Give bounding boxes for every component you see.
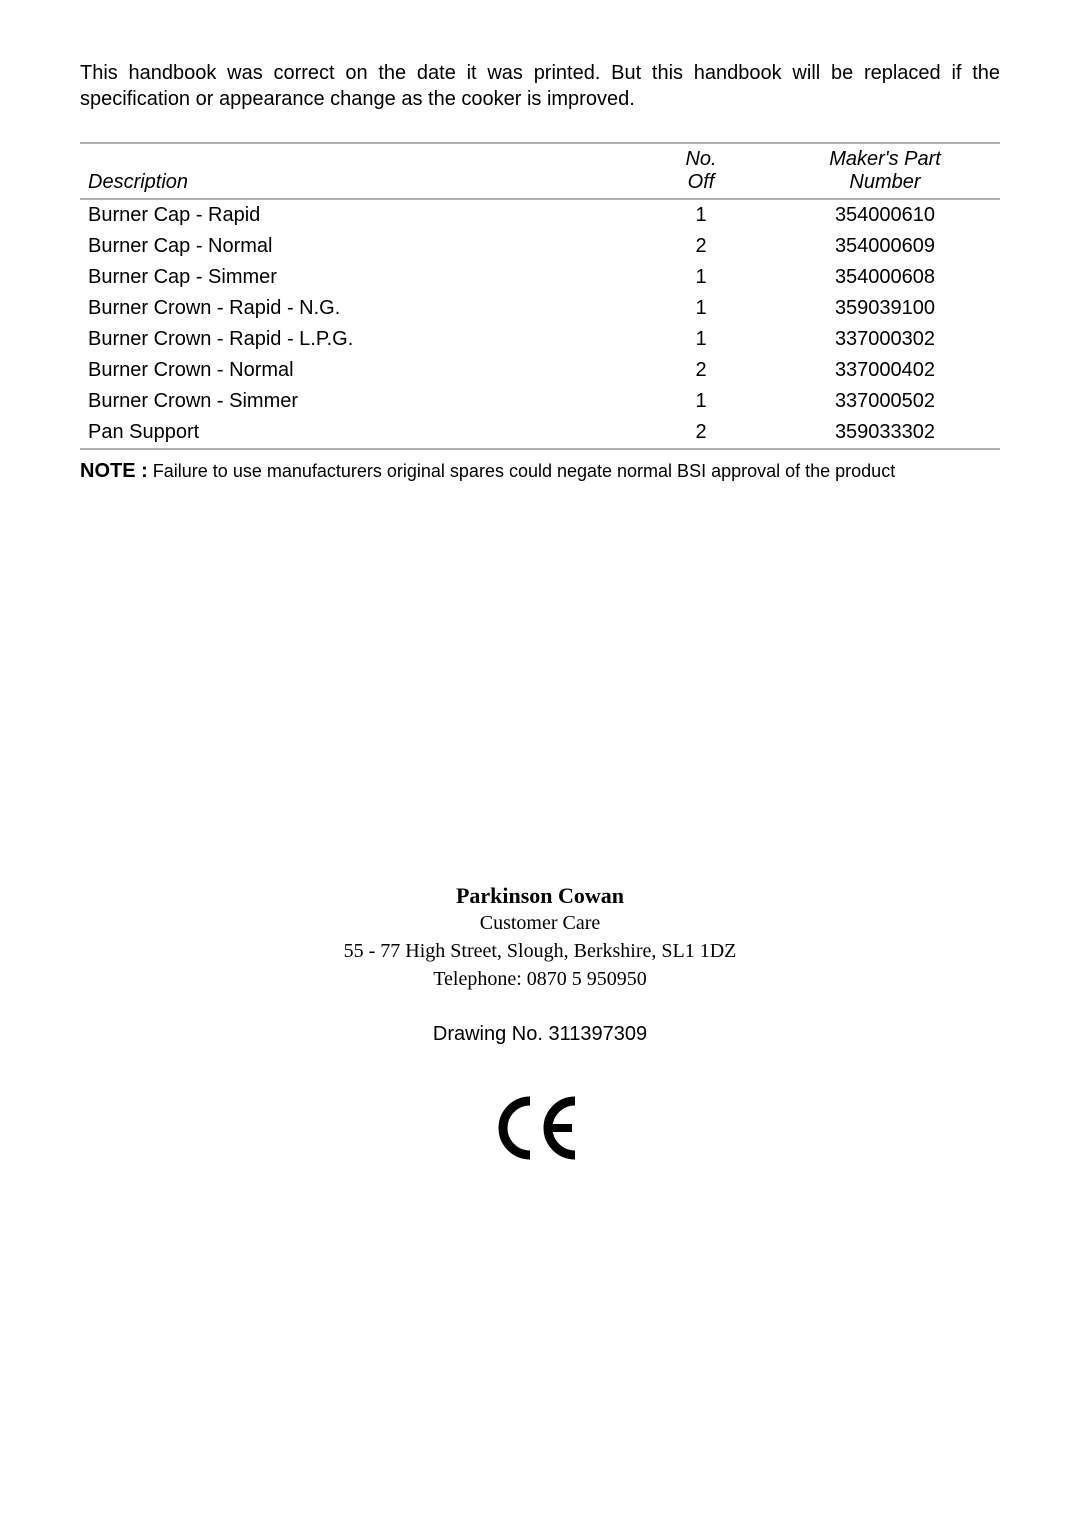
- cell-desc: Burner Crown - Normal: [80, 355, 632, 386]
- contact-dept: Customer Care: [80, 909, 1000, 937]
- table-body: Burner Cap - Rapid 1 354000610 Burner Ca…: [80, 199, 1000, 449]
- header-part-no: Maker's Part Number: [770, 143, 1000, 199]
- parts-table: Description No. Off Maker's Part Number …: [80, 142, 1000, 450]
- cell-part: 337000302: [770, 324, 1000, 355]
- cell-num: 1: [632, 199, 770, 231]
- cell-part: 354000610: [770, 199, 1000, 231]
- header-num-line1: No.: [685, 148, 716, 170]
- cell-desc: Pan Support: [80, 417, 632, 449]
- contact-company: Parkinson Cowan: [80, 883, 1000, 909]
- cell-part: 359039100: [770, 293, 1000, 324]
- ce-mark-icon: [80, 1096, 1000, 1166]
- table-row: Pan Support 2 359033302: [80, 417, 1000, 449]
- header-part-line2: Number: [849, 171, 920, 193]
- cell-num: 1: [632, 262, 770, 293]
- cell-num: 2: [632, 355, 770, 386]
- cell-desc: Burner Crown - Simmer: [80, 386, 632, 417]
- table-row: Burner Cap - Normal 2 354000609: [80, 231, 1000, 262]
- drawing-number: Drawing No. 311397309: [80, 1023, 1000, 1046]
- header-num-line2: Off: [688, 171, 715, 193]
- header-description: Description: [80, 143, 632, 199]
- cell-desc: Burner Cap - Rapid: [80, 199, 632, 231]
- note-body: Failure to use manufacturers original sp…: [148, 461, 895, 481]
- cell-desc: Burner Crown - Rapid - N.G.: [80, 293, 632, 324]
- note-label: NOTE :: [80, 460, 148, 482]
- cell-desc: Burner Cap - Normal: [80, 231, 632, 262]
- intro-paragraph: This handbook was correct on the date it…: [80, 60, 1000, 112]
- table-row: Burner Crown - Simmer 1 337000502: [80, 386, 1000, 417]
- cell-part: 354000608: [770, 262, 1000, 293]
- contact-address: 55 - 77 High Street, Slough, Berkshire, …: [80, 937, 1000, 965]
- table-row: Burner Cap - Simmer 1 354000608: [80, 262, 1000, 293]
- cell-part: 337000502: [770, 386, 1000, 417]
- cell-part: 359033302: [770, 417, 1000, 449]
- cell-num: 2: [632, 417, 770, 449]
- note-paragraph: NOTE : Failure to use manufacturers orig…: [80, 460, 1000, 483]
- header-desc-line2: Description: [88, 171, 188, 193]
- table-row: Burner Crown - Normal 2 337000402: [80, 355, 1000, 386]
- table-row: Burner Cap - Rapid 1 354000610: [80, 199, 1000, 231]
- cell-num: 1: [632, 386, 770, 417]
- table-row: Burner Crown - Rapid - L.P.G. 1 33700030…: [80, 324, 1000, 355]
- cell-num: 1: [632, 293, 770, 324]
- table-header-row: Description No. Off Maker's Part Number: [80, 143, 1000, 199]
- table-row: Burner Crown - Rapid - N.G. 1 359039100: [80, 293, 1000, 324]
- cell-part: 337000402: [770, 355, 1000, 386]
- cell-desc: Burner Crown - Rapid - L.P.G.: [80, 324, 632, 355]
- cell-num: 2: [632, 231, 770, 262]
- header-part-line1: Maker's Part: [829, 148, 941, 170]
- contact-phone: Telephone: 0870 5 950950: [80, 965, 1000, 993]
- cell-desc: Burner Cap - Simmer: [80, 262, 632, 293]
- cell-part: 354000609: [770, 231, 1000, 262]
- header-num-off: No. Off: [632, 143, 770, 199]
- cell-num: 1: [632, 324, 770, 355]
- contact-block: Parkinson Cowan Customer Care 55 - 77 Hi…: [80, 883, 1000, 1046]
